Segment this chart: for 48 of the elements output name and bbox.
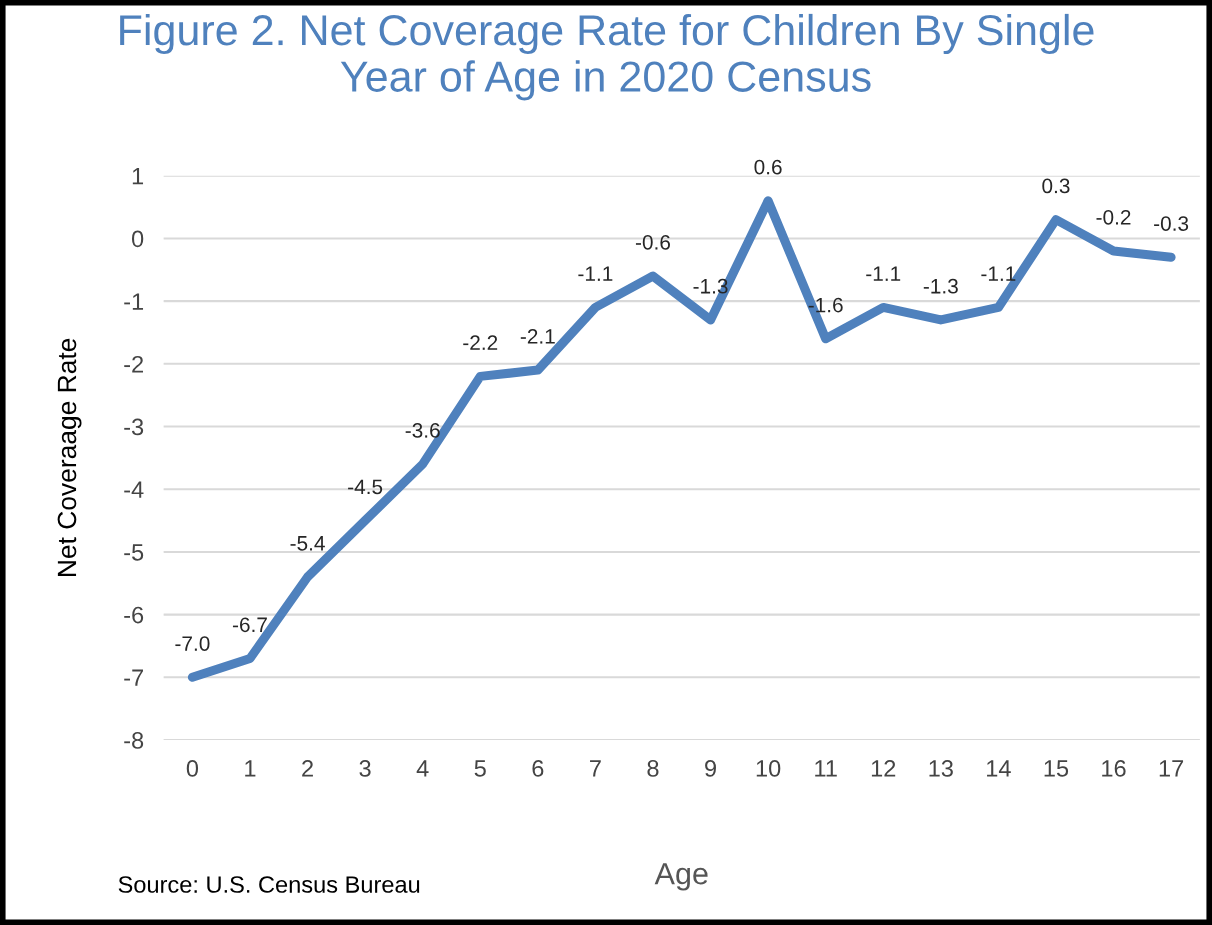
data-label: 0.3 bbox=[1042, 178, 1070, 194]
y-tick-label: -4 bbox=[124, 481, 144, 498]
x-tick-label: 9 bbox=[705, 760, 716, 777]
x-tick-label: 15 bbox=[1044, 760, 1069, 777]
y-tick-label: -2 bbox=[124, 355, 143, 373]
x-tick-label: 16 bbox=[1102, 760, 1126, 777]
x-tick-label: 0 bbox=[186, 760, 199, 777]
data-label: -1.1 bbox=[981, 266, 1016, 281]
x-tick-label: 17 bbox=[1159, 760, 1184, 777]
y-tick-label: -6 bbox=[124, 606, 144, 624]
data-label: -0.2 bbox=[1096, 209, 1131, 225]
x-tick-label: 13 bbox=[929, 760, 953, 777]
y-axis-title: Net Coveraage Rate bbox=[57, 338, 82, 576]
x-tick-label: 10 bbox=[756, 760, 781, 777]
source-note: Source: U.S. Census Bureau bbox=[118, 876, 420, 893]
x-tick-label: 2 bbox=[302, 760, 313, 777]
x-tick-label: 6 bbox=[532, 760, 544, 777]
y-tick-label: 0 bbox=[131, 230, 144, 248]
y-tick-label: 1 bbox=[132, 168, 144, 185]
data-label: -0.6 bbox=[635, 234, 670, 250]
data-label: -1.1 bbox=[578, 266, 613, 281]
x-tick-label: 3 bbox=[359, 760, 371, 777]
chart-title: Figure 2. Net Coverage Rate for Children By Single Year of Age in 2020 Census bbox=[120, 13, 1094, 101]
data-label: 0.6 bbox=[754, 159, 782, 175]
x-tick-label: 12 bbox=[871, 760, 896, 777]
x-tick-label: 8 bbox=[647, 760, 659, 777]
x-tick-label: 14 bbox=[987, 760, 1011, 777]
x-tick-label: 11 bbox=[815, 760, 837, 777]
x-tick-label: 5 bbox=[474, 760, 486, 777]
y-tick-label: -7 bbox=[124, 669, 143, 686]
data-label: -3.6 bbox=[405, 423, 440, 438]
data-label: -4.5 bbox=[348, 479, 383, 495]
data-label: -5.4 bbox=[290, 536, 325, 551]
y-tick-label: -1 bbox=[124, 293, 144, 310]
x-axis-title: Age bbox=[654, 863, 708, 891]
y-tick-label: -5 bbox=[124, 544, 144, 561]
data-label: -2.2 bbox=[463, 335, 498, 350]
x-tick-label: 1 bbox=[245, 760, 256, 777]
data-label: -7.0 bbox=[175, 636, 210, 651]
data-label: -2.1 bbox=[520, 329, 555, 344]
data-label: -1.1 bbox=[866, 266, 901, 281]
data-label: -0.3 bbox=[1154, 216, 1189, 231]
x-tick-label: 4 bbox=[416, 760, 429, 777]
y-tick-label: -8 bbox=[124, 732, 144, 749]
data-label: -6.7 bbox=[232, 617, 267, 633]
y-tick-label: -3 bbox=[124, 418, 144, 436]
x-tick-label: 7 bbox=[590, 760, 601, 777]
data-label: -1.3 bbox=[923, 278, 958, 294]
